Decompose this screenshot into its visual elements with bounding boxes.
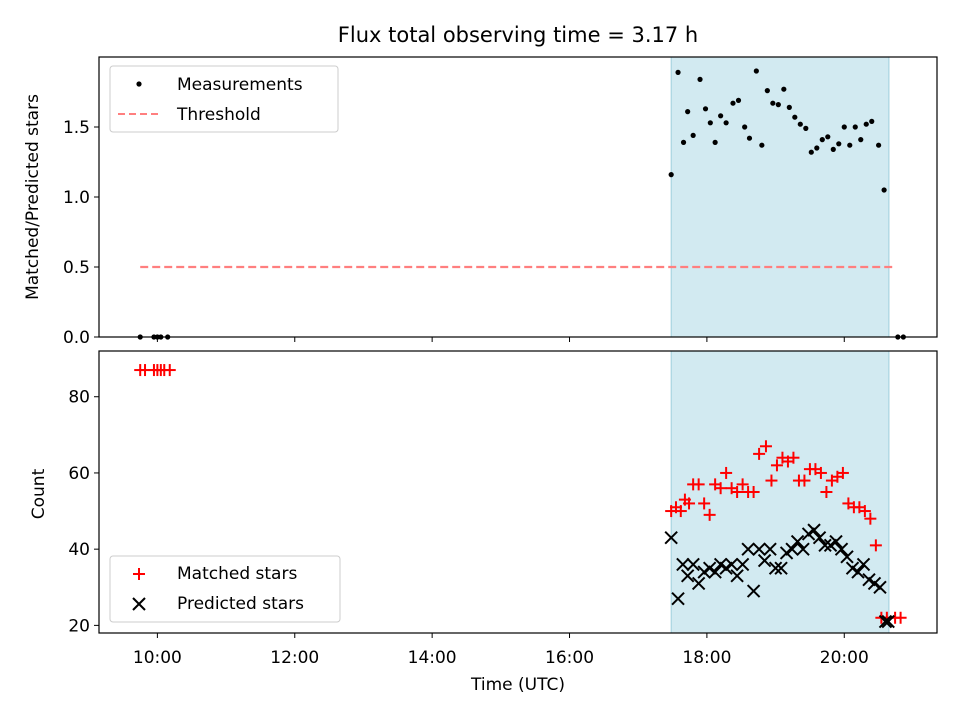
bottom-ylabel: Count	[29, 468, 49, 519]
figure: Flux total observing time = 3.17 h 0.0 0.…	[0, 0, 960, 720]
measurement-point	[814, 145, 819, 150]
bot-ytick-label: 20	[68, 616, 90, 636]
measurement-point	[781, 87, 786, 92]
bot-xtick-label: 20:00	[820, 648, 869, 668]
measurement-point	[869, 119, 874, 124]
measurement-point	[713, 140, 718, 145]
measurement-point	[798, 122, 803, 127]
matched-star-point	[164, 364, 176, 376]
measurement-point	[685, 109, 690, 114]
measurement-point	[831, 147, 836, 152]
top-shaded-span	[671, 57, 889, 337]
bot-ytick-label: 40	[68, 540, 90, 560]
measurement-point	[853, 124, 858, 129]
measurement-point	[730, 101, 735, 106]
measurement-point	[675, 70, 680, 75]
top-legend: Measurements Threshold	[110, 66, 338, 132]
top-ytick-label: 0.5	[63, 258, 90, 278]
measurement-point	[724, 120, 729, 125]
top-ytick-label: 1.0	[63, 188, 90, 208]
measurement-point	[809, 150, 814, 155]
measurement-point	[718, 113, 723, 118]
matched-star-point	[895, 612, 907, 624]
top-panel: Flux total observing time = 3.17 h 0.0 0.…	[23, 23, 937, 348]
measurement-point	[803, 126, 808, 131]
measurement-point	[691, 133, 696, 138]
bot-xtick-label: 12:00	[270, 648, 319, 668]
measurement-point	[708, 120, 713, 125]
measurement-point	[742, 124, 747, 129]
chart-title: Flux total observing time = 3.17 h	[338, 23, 698, 47]
bottom-xlabel: Time (UTC)	[470, 675, 565, 695]
measurement-point	[882, 187, 887, 192]
bot-ytick-label: 80	[68, 388, 90, 408]
bot-xtick-label: 18:00	[682, 648, 731, 668]
legend-measurements-marker	[136, 81, 141, 86]
measurement-point	[847, 143, 852, 148]
measurement-point	[703, 106, 708, 111]
measurement-point	[669, 172, 674, 177]
bot-xtick-label: 14:00	[408, 648, 457, 668]
legend-predicted-label: Predicted stars	[177, 594, 304, 614]
bot-xtick-label: 16:00	[545, 648, 594, 668]
legend-threshold-label: Threshold	[176, 105, 261, 125]
measurement-point	[754, 68, 759, 73]
measurement-point	[820, 137, 825, 142]
measurement-point	[825, 134, 830, 139]
measurement-point	[864, 122, 869, 127]
measurement-point	[876, 143, 881, 148]
measurement-point	[697, 77, 702, 82]
measurement-point	[776, 102, 781, 107]
measurement-point	[792, 115, 797, 120]
bot-shaded-span	[671, 351, 889, 633]
measurement-point	[681, 140, 686, 145]
measurement-point	[765, 88, 770, 93]
measurement-point	[787, 105, 792, 110]
top-ylabel: Matched/Predicted stars	[23, 94, 43, 300]
legend-measurements-label: Measurements	[177, 75, 303, 95]
bot-xtick-label: 10:00	[133, 648, 182, 668]
top-ytick-label: 1.5	[63, 118, 90, 138]
measurement-point	[836, 141, 841, 146]
bot-ytick-label: 60	[68, 464, 90, 484]
measurement-point	[736, 98, 741, 103]
bottom-legend: Matched stars Predicted stars	[110, 556, 340, 622]
top-ytick-label: 0.0	[63, 328, 90, 348]
measurement-point	[747, 136, 752, 141]
measurement-point	[858, 137, 863, 142]
measurement-point	[842, 124, 847, 129]
legend-matched-label: Matched stars	[177, 564, 297, 584]
measurement-point	[770, 101, 775, 106]
measurement-point	[759, 143, 764, 148]
